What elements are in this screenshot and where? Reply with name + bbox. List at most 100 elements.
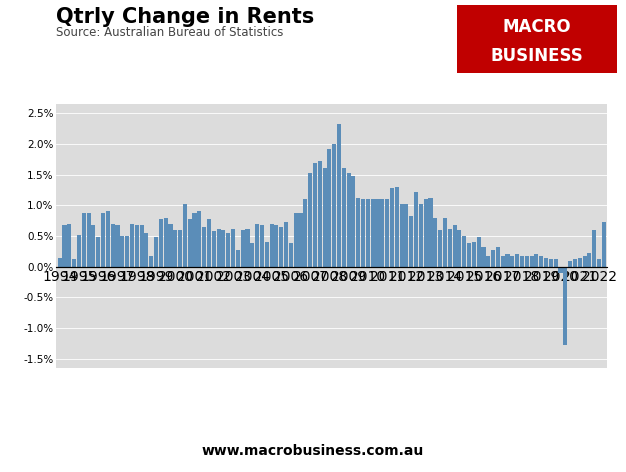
- Bar: [111, 224, 115, 267]
- Bar: [347, 173, 351, 267]
- Bar: [419, 204, 423, 267]
- Bar: [222, 230, 225, 267]
- Bar: [231, 228, 235, 267]
- Bar: [510, 256, 515, 267]
- Bar: [553, 259, 558, 267]
- Bar: [443, 218, 447, 267]
- Bar: [226, 233, 230, 267]
- Bar: [472, 242, 476, 267]
- Bar: [366, 199, 370, 267]
- Bar: [72, 259, 76, 267]
- Bar: [178, 230, 182, 267]
- Bar: [424, 199, 428, 267]
- Bar: [453, 225, 456, 267]
- Bar: [303, 199, 307, 267]
- Bar: [462, 236, 466, 267]
- Bar: [486, 256, 490, 267]
- Bar: [149, 256, 153, 267]
- Bar: [592, 230, 596, 267]
- Bar: [96, 237, 100, 267]
- Bar: [361, 199, 365, 267]
- Bar: [289, 244, 293, 267]
- Text: BUSINESS: BUSINESS: [490, 47, 583, 65]
- Bar: [260, 225, 264, 267]
- Bar: [433, 218, 438, 267]
- Bar: [173, 230, 177, 267]
- Bar: [563, 267, 567, 346]
- Bar: [265, 242, 269, 267]
- Bar: [385, 199, 389, 267]
- Bar: [458, 230, 461, 267]
- Bar: [539, 256, 543, 267]
- Bar: [549, 259, 553, 267]
- Bar: [390, 188, 394, 267]
- Bar: [63, 225, 66, 267]
- Bar: [525, 256, 529, 267]
- Bar: [193, 213, 197, 267]
- Bar: [587, 253, 592, 267]
- Bar: [399, 204, 404, 267]
- Bar: [154, 237, 158, 267]
- Bar: [313, 163, 317, 267]
- Text: www.macrobusiness.com.au: www.macrobusiness.com.au: [202, 444, 424, 458]
- Bar: [573, 259, 577, 267]
- Bar: [351, 176, 356, 267]
- Bar: [217, 228, 221, 267]
- Bar: [270, 224, 274, 267]
- Bar: [515, 254, 519, 267]
- Bar: [558, 267, 563, 273]
- Bar: [188, 219, 192, 267]
- Bar: [530, 256, 533, 267]
- Bar: [250, 244, 254, 267]
- Bar: [101, 213, 105, 267]
- Bar: [140, 225, 143, 267]
- Bar: [376, 199, 379, 267]
- Bar: [535, 254, 538, 267]
- Bar: [467, 244, 471, 267]
- Bar: [317, 161, 322, 267]
- Bar: [163, 218, 168, 267]
- Bar: [202, 227, 206, 267]
- Bar: [332, 144, 336, 267]
- Bar: [294, 213, 298, 267]
- Bar: [145, 233, 148, 267]
- Bar: [168, 224, 173, 267]
- Bar: [245, 228, 250, 267]
- Bar: [395, 187, 399, 267]
- Bar: [371, 199, 375, 267]
- Bar: [115, 225, 120, 267]
- Bar: [255, 224, 259, 267]
- Bar: [284, 222, 288, 267]
- Text: Source: Australian Bureau of Statistics: Source: Australian Bureau of Statistics: [56, 26, 284, 39]
- Bar: [120, 236, 125, 267]
- Bar: [274, 225, 279, 267]
- Bar: [602, 222, 606, 267]
- Bar: [356, 198, 361, 267]
- Bar: [279, 227, 283, 267]
- Bar: [197, 211, 202, 267]
- Bar: [501, 256, 505, 267]
- Bar: [207, 219, 211, 267]
- Bar: [496, 247, 500, 267]
- Bar: [414, 192, 418, 267]
- Bar: [236, 250, 240, 267]
- Bar: [568, 261, 572, 267]
- Bar: [106, 211, 110, 267]
- Bar: [448, 228, 452, 267]
- Bar: [544, 258, 548, 267]
- Bar: [481, 247, 486, 267]
- Bar: [240, 230, 245, 267]
- Bar: [58, 258, 62, 267]
- Bar: [428, 198, 433, 267]
- Bar: [308, 173, 312, 267]
- Bar: [583, 256, 587, 267]
- Bar: [135, 225, 139, 267]
- Text: Qtrly Change in Rents: Qtrly Change in Rents: [56, 7, 315, 27]
- Bar: [438, 230, 442, 267]
- Bar: [404, 204, 408, 267]
- Bar: [159, 219, 163, 267]
- Bar: [337, 124, 341, 267]
- Bar: [125, 236, 129, 267]
- Bar: [520, 256, 524, 267]
- Bar: [82, 213, 86, 267]
